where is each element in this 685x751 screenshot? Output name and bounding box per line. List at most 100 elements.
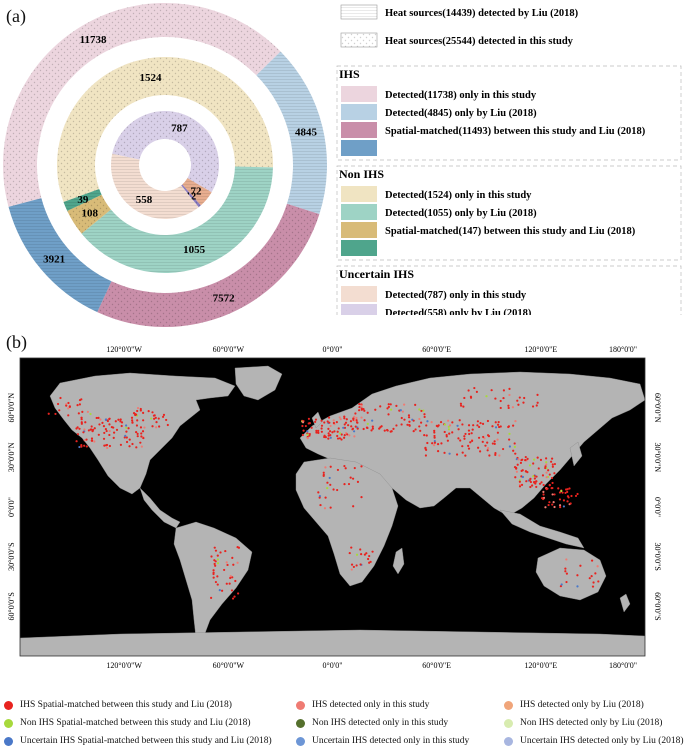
- heat-point-544: [548, 501, 551, 504]
- heat-point-503: [551, 465, 554, 468]
- heat-point-591: [343, 483, 346, 486]
- heat-point-4: [119, 418, 122, 421]
- heat-point-309: [414, 428, 417, 431]
- heat-point-265: [350, 425, 353, 428]
- legend-item-label-1-1: Detected(1055) only by Liu (2018): [385, 208, 537, 219]
- donut-inner-label-2: 12: [185, 191, 197, 203]
- heat-point-596: [317, 491, 320, 494]
- heat-point-35: [85, 438, 88, 441]
- heat-point-295: [406, 423, 409, 426]
- heat-point-117: [165, 418, 168, 422]
- heat-point-244: [314, 420, 317, 424]
- heat-point-287: [383, 429, 386, 432]
- heat-point-143: [65, 404, 68, 407]
- map-xtick-top-2: 0°0'0": [323, 345, 343, 354]
- heat-point-494: [545, 471, 548, 474]
- heat-point-206: [343, 423, 346, 426]
- heat-point-617: [360, 553, 363, 556]
- legend-pattern-label-1: Heat sources(25544) detected in this stu…: [385, 36, 574, 47]
- heat-point-370: [426, 420, 429, 423]
- heat-point-345: [494, 453, 497, 456]
- land-australia: [535, 547, 607, 601]
- heat-point-178: [216, 554, 219, 557]
- heat-point-240: [317, 429, 320, 432]
- heat-point-457: [514, 476, 517, 479]
- heat-point-56: [106, 446, 109, 450]
- heat-point-71: [136, 435, 139, 438]
- heat-point-468: [541, 474, 545, 477]
- heat-point-667: [536, 401, 539, 404]
- heat-point-130: [67, 414, 70, 417]
- heat-point-179: [214, 560, 217, 563]
- heat-point-632: [579, 564, 582, 567]
- heat-point-57: [103, 431, 106, 435]
- heat-point-465: [534, 482, 537, 485]
- legend-dot-icon: [504, 700, 513, 710]
- heat-point-480: [544, 466, 547, 470]
- legend-group-title-2: Uncertain IHS: [339, 267, 414, 281]
- heat-point-75: [91, 428, 95, 431]
- heat-point-91: [114, 420, 117, 423]
- map-legend-item-2: IHS detected only by Liu (2018): [504, 700, 644, 710]
- donut-outer-label-3: 3921: [43, 253, 65, 265]
- heat-point-620: [363, 553, 367, 556]
- heat-point-105: [142, 411, 145, 414]
- donut-outer-slice-1-texture: [256, 51, 327, 215]
- heat-point-511: [524, 458, 527, 462]
- map-ytick-left-1: 30°0'0"N: [7, 442, 16, 472]
- heat-point-394: [447, 419, 450, 422]
- heat-point-77: [125, 430, 128, 433]
- map-legend-label: Uncertain IHS detected only by Liu (2018…: [520, 736, 684, 746]
- heat-point-50: [80, 418, 83, 421]
- heat-point-293: [371, 425, 374, 428]
- heat-point-608: [359, 548, 362, 551]
- heat-point-618: [371, 550, 374, 553]
- legend-swatch-1-3: [341, 240, 377, 256]
- donut-outer-label-0: 11738: [80, 34, 107, 46]
- heat-point-21: [108, 429, 111, 433]
- donut-inner-slice-1-texture: [182, 178, 212, 206]
- heat-point-614: [348, 551, 351, 555]
- heat-point-9: [87, 429, 90, 432]
- heat-point-166: [232, 563, 235, 566]
- heat-point-604: [343, 464, 346, 468]
- heat-point-242: [343, 426, 347, 429]
- heat-point-188: [336, 430, 339, 433]
- heat-point-358: [508, 438, 511, 441]
- donut-outer-label-1: 4845: [295, 126, 318, 138]
- heat-point-86: [80, 422, 83, 425]
- heat-point-341: [420, 421, 423, 424]
- heat-point-450: [467, 447, 471, 450]
- heat-point-380: [513, 445, 516, 448]
- heat-point-518: [518, 485, 522, 488]
- heat-point-661: [485, 395, 488, 398]
- heat-point-153: [234, 579, 237, 583]
- heat-point-536: [558, 504, 562, 507]
- heat-point-410: [433, 436, 436, 439]
- heat-point-351: [496, 431, 500, 434]
- heat-point-324: [354, 412, 357, 415]
- heat-point-36: [119, 443, 123, 446]
- heat-point-58: [128, 445, 131, 448]
- heat-point-366: [446, 439, 449, 442]
- legend-swatch-0-1: [341, 104, 377, 120]
- heat-point-430: [477, 436, 481, 439]
- heat-point-149: [216, 558, 220, 561]
- heat-point-590: [322, 473, 325, 476]
- heat-point-537: [553, 505, 556, 509]
- heat-point-538: [562, 505, 565, 508]
- heat-point-383: [493, 442, 496, 446]
- map-xtick-top-4: 120°0'0"E: [524, 345, 557, 354]
- heat-point-165: [214, 580, 218, 584]
- heat-point-54: [83, 444, 86, 447]
- heat-point-162: [213, 562, 216, 566]
- heat-point-344: [387, 405, 390, 409]
- heat-point-386: [494, 421, 497, 424]
- heat-point-361: [432, 444, 436, 447]
- heat-point-381: [486, 419, 490, 423]
- heat-point-80: [83, 439, 86, 442]
- heat-point-441: [443, 423, 447, 426]
- heat-point-626: [564, 567, 567, 570]
- heat-point-585: [356, 480, 360, 483]
- heat-point-81: [76, 433, 80, 436]
